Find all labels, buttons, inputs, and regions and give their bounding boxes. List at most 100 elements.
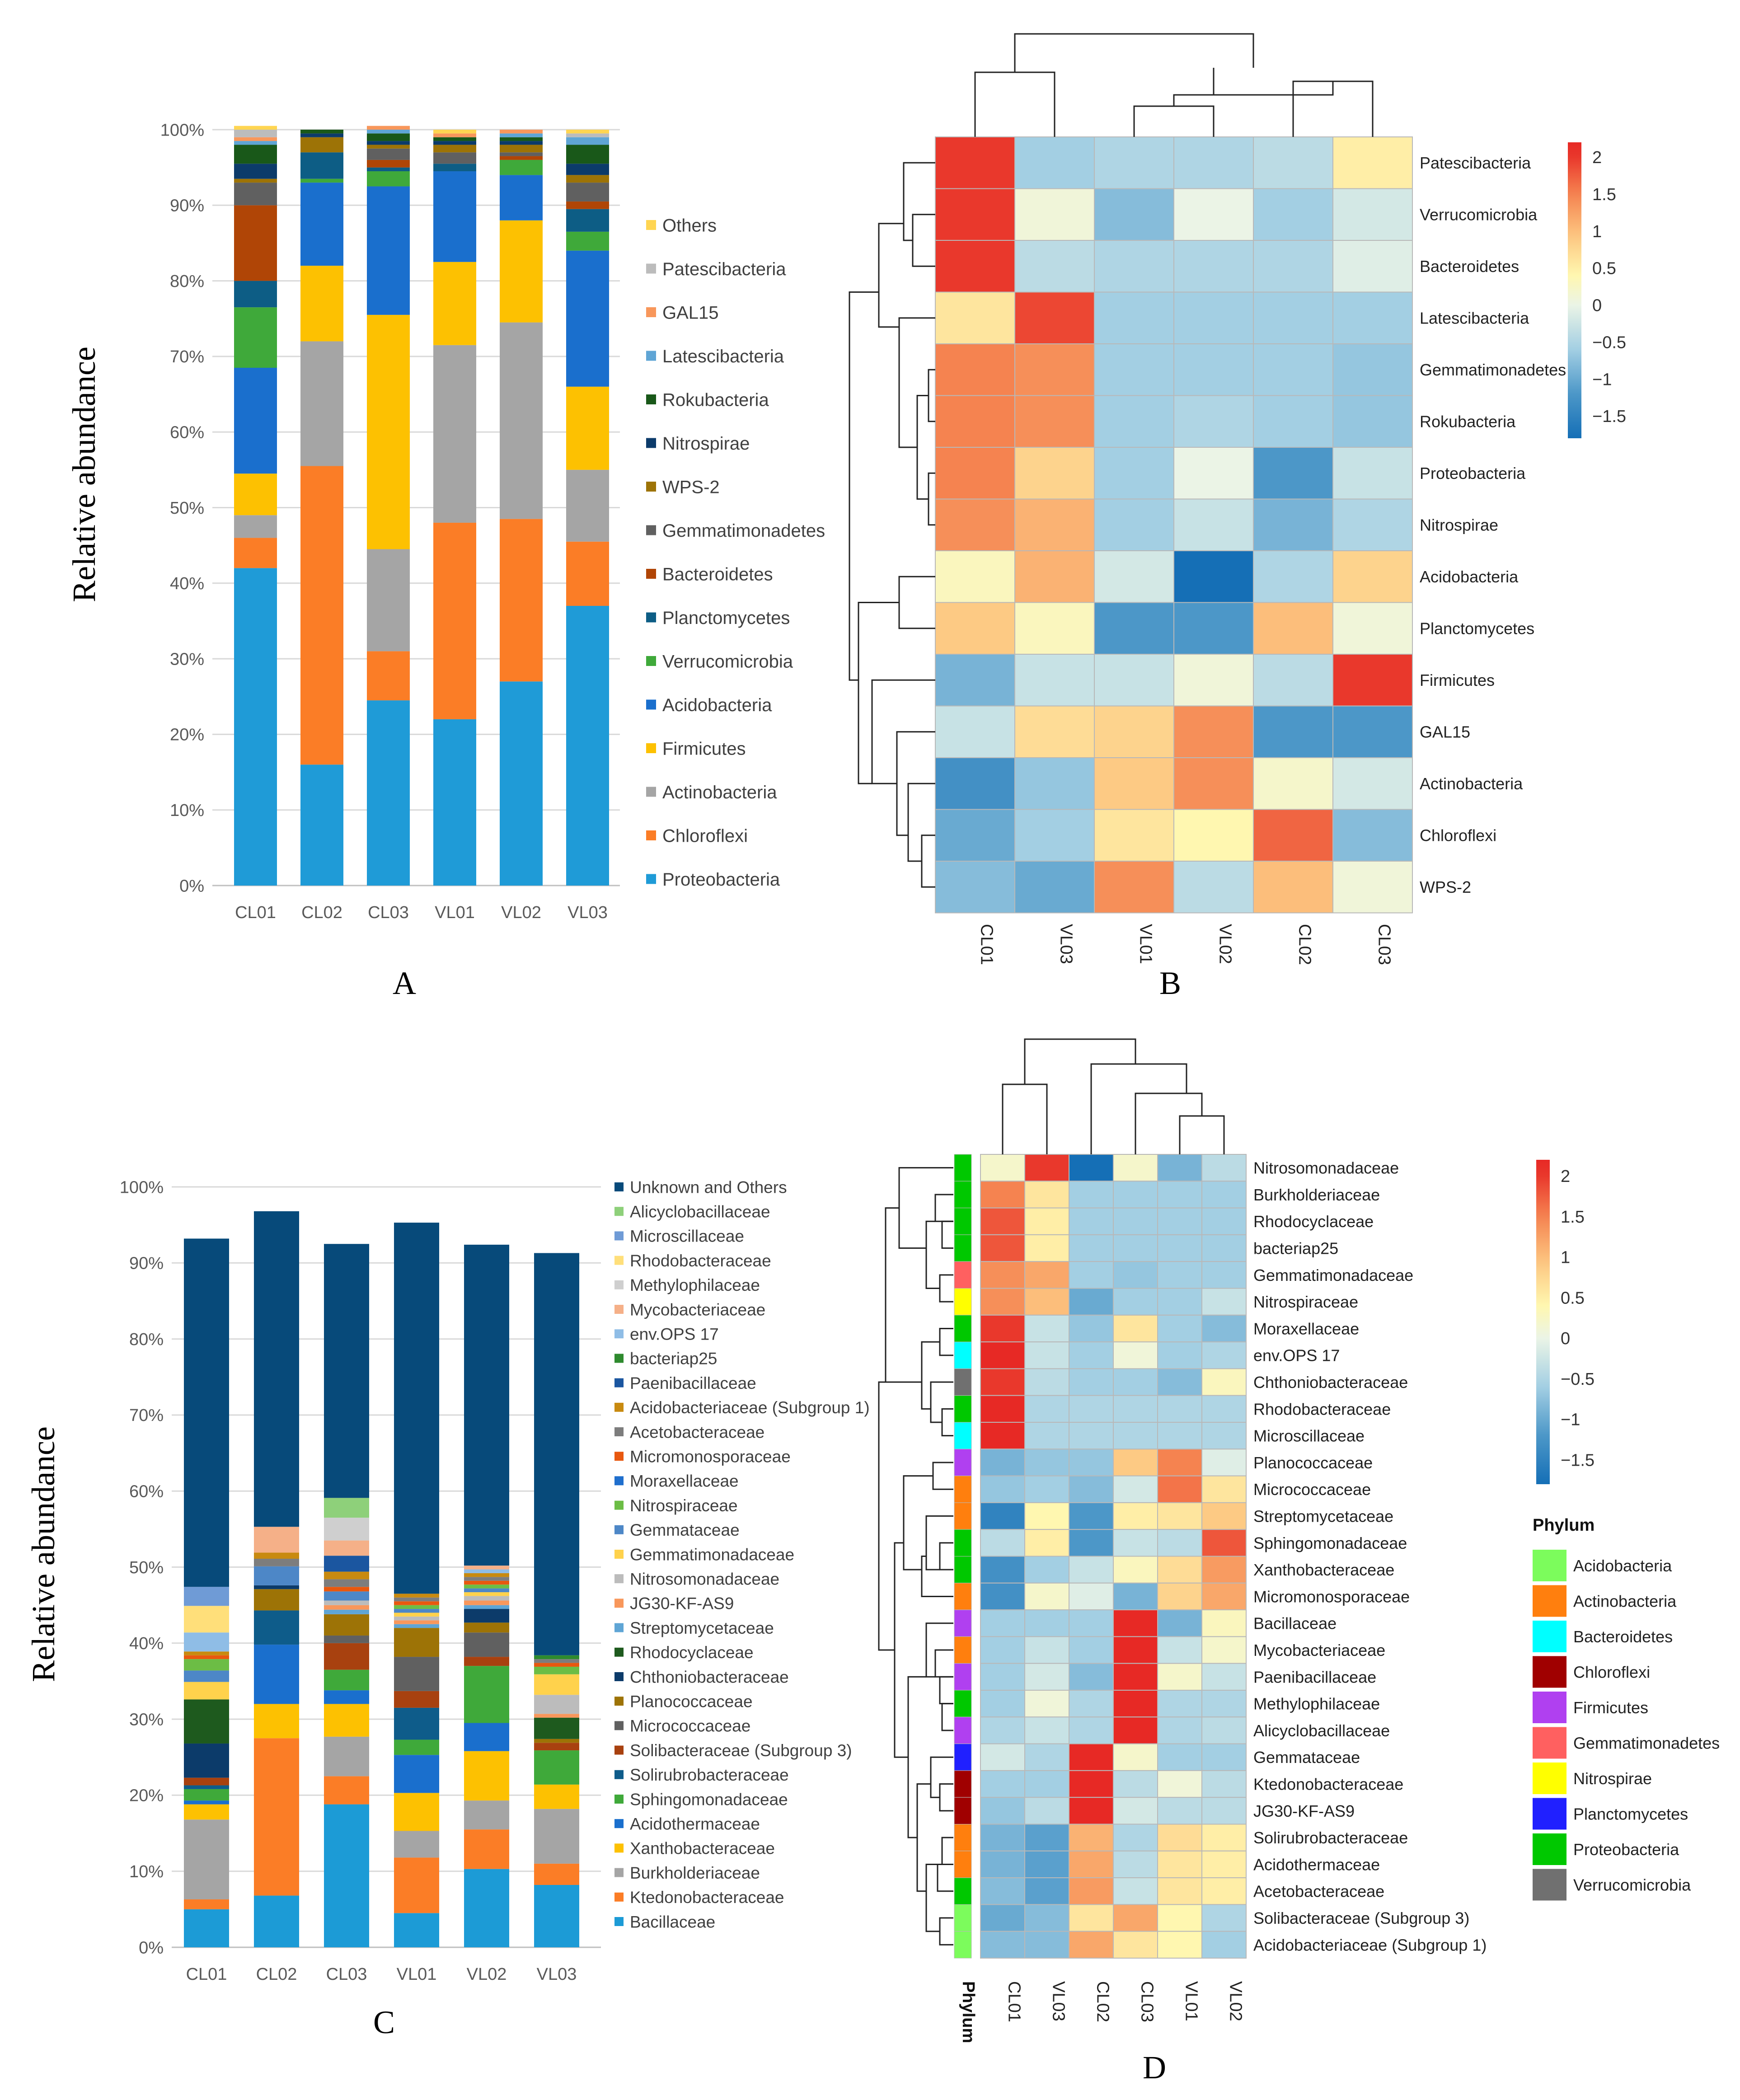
heat-cell-acidothermaceae-vl01 bbox=[1157, 1850, 1202, 1879]
legend-swatch-firmicutes bbox=[646, 743, 656, 753]
heat-cell-bacteriap25-cl03 bbox=[1113, 1234, 1158, 1262]
column-dendrogram-branch bbox=[1090, 1063, 1187, 1154]
heat-cell-acidobacteriaceae-subgroup-1-cl01 bbox=[980, 1931, 1025, 1959]
row-dendrogram-branch bbox=[939, 1327, 953, 1356]
bar-segment-cl01-nitrospirae bbox=[234, 164, 277, 179]
row-dendrogram-branch bbox=[934, 1194, 953, 1222]
heat-cell-bacillaceae-vl03 bbox=[1024, 1609, 1069, 1637]
phylum-annotation-jg30-kf-as9 bbox=[954, 1797, 972, 1824]
heat-cell-gemmatimonadetes-vl03 bbox=[1014, 343, 1095, 396]
legend-swatch-others bbox=[646, 220, 656, 230]
heat-cell-bacteriap25-cl02 bbox=[1069, 1234, 1114, 1262]
heat-col-label: CL01 bbox=[977, 924, 996, 965]
heat-cell-nitrosomonadaceae-vl03 bbox=[1024, 1154, 1069, 1182]
color-scale-tick: 1 bbox=[1561, 1248, 1570, 1267]
heat-cell-solirubrobacteraceae-vl02 bbox=[1201, 1823, 1247, 1852]
heat-cell-wps-2-vl02 bbox=[1173, 861, 1254, 914]
bar-segment-cl03-gemmatimonadetes bbox=[367, 148, 410, 160]
heat-cell-bacteriap25-vl01 bbox=[1157, 1234, 1202, 1262]
legend-label: Solirubrobacteraceae bbox=[630, 1766, 789, 1784]
x-tick-label: CL02 bbox=[301, 903, 342, 922]
bar-segment-vl03-ktedonobacteraceae bbox=[534, 1863, 579, 1885]
bar-segment-vl02-bacillaceae bbox=[464, 1869, 509, 1947]
bar-segment-vl02-burkholderiaceae bbox=[464, 1800, 509, 1830]
color-scale-tick: 0 bbox=[1592, 296, 1602, 315]
y-axis-label: Relative abundance bbox=[66, 347, 102, 602]
heat-cell-chthoniobacteraceae-vl03 bbox=[1024, 1368, 1069, 1396]
heat-row-label: Nitrospirae bbox=[1420, 516, 1498, 534]
phylum-annotation-solirubrobacteraceae bbox=[954, 1824, 972, 1852]
legend-label: Rokubacteria bbox=[662, 390, 769, 410]
heat-cell-chloroflexi-vl03 bbox=[1014, 809, 1095, 862]
heat-cell-xanthobacteraceae-cl01 bbox=[980, 1556, 1025, 1584]
heat-cell-rhodobacteraceae-vl03 bbox=[1024, 1395, 1069, 1423]
legend-swatch-bacteroidetes bbox=[646, 569, 656, 579]
heat-cell-planococcaceae-cl03 bbox=[1113, 1448, 1158, 1477]
legend-label: Nitrosomonadaceae bbox=[630, 1570, 779, 1589]
x-tick-label: CL02 bbox=[256, 1965, 297, 1984]
heat-cell-acetobacteraceae-vl02 bbox=[1201, 1877, 1247, 1905]
heat-cell-burkholderiaceae-cl01 bbox=[980, 1181, 1025, 1209]
legend-label: Patescibacteria bbox=[662, 259, 786, 279]
phylum-annotation-label: Phylum bbox=[959, 1981, 978, 2043]
row-dendrogram-branch bbox=[932, 1462, 953, 1490]
y-tick-label: 40% bbox=[129, 1634, 164, 1653]
panel-d-label: D bbox=[1143, 2049, 1166, 2086]
legend-label: Planococcaceae bbox=[630, 1692, 753, 1711]
y-tick-label: 100% bbox=[120, 1178, 164, 1197]
heat-cell-gal15-cl02 bbox=[1253, 705, 1333, 758]
bar-segment-vl01-actinobacteria bbox=[433, 345, 476, 523]
heat-cell-acidothermaceae-cl02 bbox=[1069, 1850, 1114, 1879]
legend-label: env.OPS 17 bbox=[630, 1325, 719, 1344]
legend-swatch-verrucomicrobia bbox=[646, 656, 656, 666]
heat-row-label: Solibacteraceae (Subgroup 3) bbox=[1253, 1909, 1469, 1927]
heat-cell-firmicutes-vl01 bbox=[1094, 654, 1174, 707]
heat-cell-actinobacteria-vl01 bbox=[1094, 757, 1174, 810]
bar-segment-cl03-bacillaceae bbox=[324, 1804, 369, 1947]
bar-segment-cl03-acidobacteriaceae-subgroup-1 bbox=[324, 1571, 369, 1580]
legend-swatch-paenibacillaceae bbox=[614, 1378, 624, 1388]
heat-cell-solirubrobacteraceae-vl01 bbox=[1157, 1823, 1202, 1852]
heat-cell-methylophilaceae-vl01 bbox=[1157, 1690, 1202, 1718]
bar-segment-vl03-acidobacteria bbox=[566, 250, 609, 387]
legend-label: Nitrospirae bbox=[662, 434, 750, 454]
legend-swatch-chloroflexi bbox=[646, 830, 656, 840]
legend-label: Methylophilaceae bbox=[630, 1276, 760, 1294]
heat-cell-patescibacteria-vl03 bbox=[1014, 136, 1095, 189]
legend-swatch-gemmatimonadetes bbox=[646, 525, 656, 535]
heat-cell-alicyclobacillaceae-vl01 bbox=[1157, 1716, 1202, 1744]
bar-segment-cl03-streptomycetaceae bbox=[324, 1609, 369, 1614]
phylum-annotation-moraxellaceae bbox=[954, 1315, 972, 1342]
heat-row-label: Bacteroidetes bbox=[1420, 257, 1519, 276]
bar-segment-vl02-bacteroidetes bbox=[500, 156, 543, 160]
row-dendrogram-branch bbox=[930, 1756, 953, 1798]
heat-cell-jg30-kf-as9-vl03 bbox=[1024, 1797, 1069, 1825]
bar-segment-vl01-nitrosomonadaceae bbox=[394, 1616, 439, 1621]
heat-cell-solirubrobacteraceae-cl02 bbox=[1069, 1823, 1114, 1852]
x-tick-label: VL03 bbox=[567, 903, 608, 922]
bar-segment-cl01-planctomycetes bbox=[234, 281, 277, 308]
heat-cell-gemmatimonadetes-cl03 bbox=[1332, 343, 1413, 396]
heat-cell-planctomycetes-vl02 bbox=[1173, 602, 1254, 655]
heat-row-label: Acetobacteraceae bbox=[1253, 1882, 1384, 1901]
bar-segment-cl01-micromonosporaceae bbox=[184, 1655, 229, 1659]
legend-label: Alicyclobacillaceae bbox=[630, 1203, 770, 1221]
heat-row-label: JG30-KF-AS9 bbox=[1253, 1802, 1355, 1820]
heat-row-label: Rhodobacteraceae bbox=[1253, 1400, 1391, 1418]
bar-segment-vl02-micromonosporaceae bbox=[464, 1580, 509, 1585]
bar-segment-cl03-acidothermaceae bbox=[324, 1690, 369, 1704]
heat-col-label: VL03 bbox=[1049, 1981, 1068, 2021]
heat-cell-rokubacteria-vl02 bbox=[1173, 395, 1254, 448]
heat-cell-rhodocyclaceae-vl01 bbox=[1157, 1207, 1202, 1235]
legend-label: Verrucomicrobia bbox=[662, 652, 793, 671]
heat-cell-jg30-kf-as9-cl01 bbox=[980, 1797, 1025, 1825]
heat-cell-actinobacteria-vl03 bbox=[1014, 757, 1095, 810]
bar-segment-vl01-gemmataceae bbox=[394, 1609, 439, 1613]
heat-cell-jg30-kf-as9-cl03 bbox=[1113, 1797, 1158, 1825]
bar-segment-vl01-acidothermaceae bbox=[394, 1755, 439, 1793]
heat-cell-acidobacteria-vl01 bbox=[1094, 550, 1174, 603]
heat-cell-chthoniobacteraceae-vl02 bbox=[1201, 1368, 1247, 1396]
heat-cell-solibacteraceae-subgroup-3-vl02 bbox=[1201, 1904, 1247, 1932]
heat-row-label: Acidobacteriaceae (Subgroup 1) bbox=[1253, 1936, 1487, 1954]
phylum-legend-label: Firmicutes bbox=[1573, 1698, 1648, 1717]
